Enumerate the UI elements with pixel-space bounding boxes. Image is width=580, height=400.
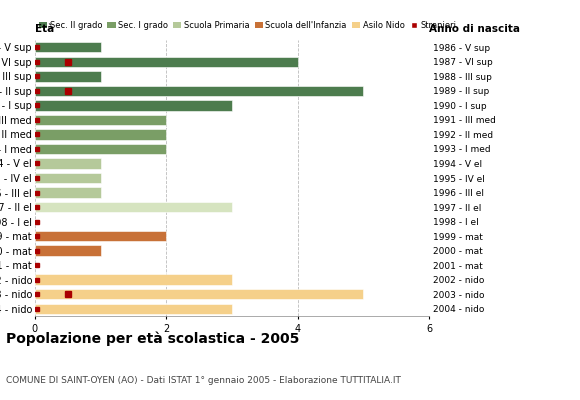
Bar [35, 42, 100, 52]
Legend: Sec. II grado, Sec. I grado, Scuola Primaria, Scuola dell'Infanzia, Asilo Nido, : Sec. II grado, Sec. I grado, Scuola Prim… [39, 21, 456, 30]
Bar [35, 246, 100, 256]
Bar [35, 304, 232, 314]
Text: Età: Età [35, 24, 54, 34]
Bar [35, 173, 100, 183]
Text: Anno di nascita: Anno di nascita [429, 24, 520, 34]
Bar [35, 187, 100, 198]
Bar [35, 71, 100, 82]
Bar [35, 56, 298, 67]
Bar [35, 202, 232, 212]
Text: Popolazione per età scolastica - 2005: Popolazione per età scolastica - 2005 [6, 332, 299, 346]
Bar [35, 231, 166, 241]
Bar [35, 86, 364, 96]
Bar [35, 289, 364, 300]
Text: COMUNE DI SAINT-OYEN (AO) - Dati ISTAT 1° gennaio 2005 - Elaborazione TUTTITALIA: COMUNE DI SAINT-OYEN (AO) - Dati ISTAT 1… [6, 376, 401, 385]
Bar [35, 100, 232, 110]
Bar [35, 158, 100, 169]
Bar [35, 144, 166, 154]
Bar [35, 115, 166, 125]
Bar [35, 129, 166, 140]
Bar [35, 274, 232, 285]
